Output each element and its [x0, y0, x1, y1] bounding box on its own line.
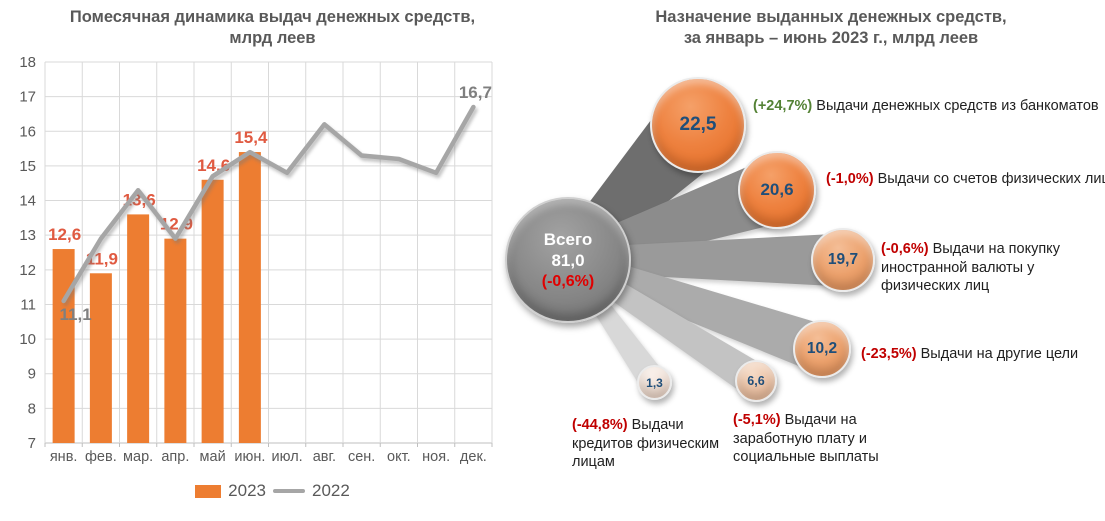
- right-chart-title: Назначение выданных денежных средств, за…: [557, 7, 1105, 49]
- label-currency: (-0,6%) Выдачи на покупку иностранной ва…: [881, 240, 1105, 296]
- y-tick-label: 16: [19, 123, 36, 140]
- label-atm: (+24,7%) Выдачи денежных средств из банк…: [753, 97, 1099, 116]
- y-tick-label: 17: [19, 89, 36, 106]
- label-currency-pct: (-0,6%): [881, 241, 929, 257]
- y-tick-label: 18: [19, 54, 36, 71]
- x-tick-label: янв.: [50, 449, 78, 465]
- label-accounts-text: Выдачи со счетов физических лиц: [877, 171, 1105, 187]
- x-tick-label: окт.: [387, 449, 411, 465]
- y-tick-label: 9: [28, 366, 36, 383]
- total-label: Всего: [543, 229, 593, 249]
- label-atm-pct: (+24,7%): [753, 98, 813, 114]
- bubble-salary: 6,6: [735, 360, 777, 402]
- bubble-credits-value: 1,3: [646, 375, 663, 390]
- bubble-other: 10,2: [793, 320, 851, 378]
- label-other-pct: (-23,5%): [861, 346, 917, 362]
- label-salary: (-5,1%) Выдачи на заработную плату и соц…: [733, 411, 938, 467]
- line-2022: [61, 104, 476, 304]
- bar-2023: [89, 273, 112, 443]
- bubble-currency: 19,7: [811, 228, 875, 292]
- bar-label: 15,4: [234, 128, 268, 147]
- chart-legend: 2023 2022: [0, 481, 545, 501]
- x-tick-label: июн.: [234, 449, 265, 465]
- bar-2023: [201, 179, 224, 443]
- x-tick-label: май: [200, 449, 226, 465]
- bar-2023: [52, 249, 75, 443]
- right-chart-title-line1: Назначение выданных денежных средств,: [655, 8, 1007, 26]
- label-salary-pct: (-5,1%): [733, 412, 781, 428]
- left-chart-title-line1: Помесячная динамика выдач денежных средс…: [69, 8, 476, 26]
- bubble-credits: 1,3: [637, 365, 672, 400]
- x-tick-label: июл.: [272, 449, 303, 465]
- bar-label: 14,6: [197, 156, 230, 175]
- total-bubble: Всего 81,0 (-0,6%): [505, 197, 631, 323]
- bubble-atm: 22,5: [650, 77, 746, 173]
- label-accounts: (-1,0%) Выдачи со счетов физических лиц: [826, 170, 1105, 189]
- legend-2023-swatch: [195, 484, 222, 498]
- bar-label: 12,9: [160, 215, 193, 234]
- y-tick-label: 8: [28, 400, 36, 417]
- legend-2023-label: 2023: [228, 481, 266, 500]
- y-tick-label: 12: [19, 262, 36, 279]
- bubble-other-value: 10,2: [806, 340, 838, 357]
- bar-label: 11,9: [86, 249, 118, 268]
- x-tick-label: ноя.: [422, 449, 450, 465]
- y-tick-label: 15: [19, 158, 36, 175]
- bubble-currency-value: 19,7: [827, 251, 859, 268]
- y-tick-label: 13: [19, 227, 36, 244]
- label-salary-text: Выдачи на заработную плату и социальные …: [733, 412, 879, 465]
- label-other: (-23,5%) Выдачи на другие цели: [861, 345, 1078, 364]
- bar-2023: [127, 214, 150, 443]
- bar-label: 13,6: [123, 190, 156, 209]
- x-tick-label: сен.: [348, 449, 375, 465]
- line-point-label: 11,1: [60, 305, 92, 324]
- bubble-atm-value: 22,5: [679, 114, 717, 135]
- y-tick-label: 14: [19, 193, 36, 210]
- label-other-text: Выдачи на другие цели: [920, 346, 1079, 362]
- total-pct: (-0,6%): [541, 272, 595, 290]
- y-tick-label: 7: [28, 435, 36, 452]
- bar-2023: [238, 152, 261, 443]
- bar-2023: [164, 238, 187, 443]
- x-tick-label: авг.: [313, 449, 336, 465]
- y-tick-label: 11: [20, 296, 36, 313]
- left-chart-title-line2: млрд леев: [229, 29, 316, 47]
- label-credits-pct: (-44,8%): [572, 417, 628, 433]
- label-accounts-pct: (-1,0%): [826, 171, 874, 187]
- legend-2022-label: 2022: [312, 481, 350, 500]
- left-chart-title: Помесячная динамика выдач денежных средс…: [0, 7, 545, 49]
- x-tick-label: фев.: [85, 449, 117, 465]
- label-credits-text: Выдачи кредитов физическим лицам: [572, 417, 720, 470]
- label-credits: (-44,8%) Выдачи кредитов физическим лица…: [572, 416, 740, 472]
- x-tick-label: мар.: [123, 449, 153, 465]
- bar-line-chart: 7 8 9 10 11 12 13 14 15 16 17 18 янв. фев. мар. апр. май…: [19, 54, 493, 465]
- legend-2022-swatch: [273, 489, 305, 493]
- x-tick-label: дек.: [460, 449, 487, 465]
- bubble-accounts: 20,6: [738, 151, 816, 229]
- label-atm-text: Выдачи денежных средств из банкоматов: [816, 98, 1099, 114]
- total-value: 81,0: [551, 250, 585, 270]
- line-point-label: 16,7: [459, 83, 492, 102]
- label-currency-text: Выдачи на покупку иностранной валюты у ф…: [881, 241, 1060, 294]
- bubble-accounts-value: 20,6: [760, 180, 794, 199]
- bar-label: 12,6: [48, 225, 81, 244]
- bubble-salary-value: 6,6: [747, 374, 765, 388]
- y-tick-label: 10: [19, 331, 36, 348]
- right-chart-title-line2: за январь – июнь 2023 г., млрд леев: [683, 29, 979, 47]
- x-tick-label: апр.: [161, 449, 189, 465]
